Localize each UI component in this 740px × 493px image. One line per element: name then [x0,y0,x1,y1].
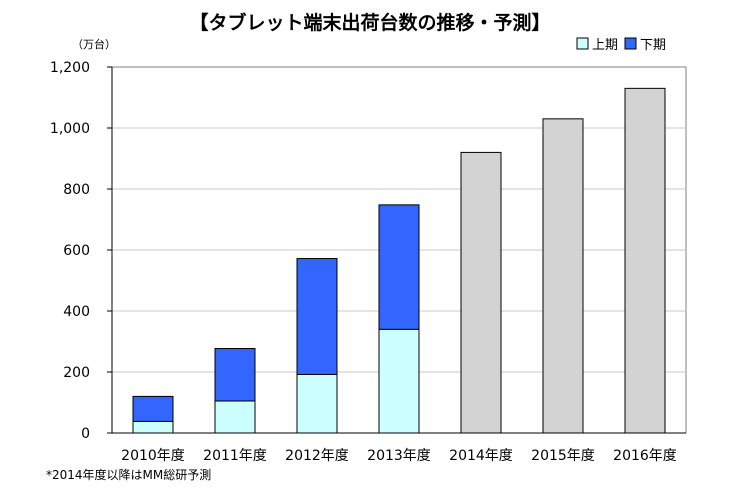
bar-second-half [296,258,338,375]
y-tick-label: 600 [63,243,90,259]
y-tick-label: 1,000 [50,121,90,137]
x-axis-labels: 2010年度 2011年度 2012年度 2013年度 2014年度 2015年度 2016… [121,448,677,464]
y-axis: 0 200 400 600 800 1,000 1,200 （万台） [50,37,686,442]
y-tick-label: 1,200 [50,60,90,76]
category-label: 2015年度 [531,448,595,464]
bar-second-half [378,204,420,330]
legend: 上期 下期 [576,37,666,53]
bar-second-half [214,348,256,402]
bar-first-half [214,400,256,434]
category-label: 2011年度 [203,448,267,464]
category-label: 2014年度 [449,448,513,464]
chart-title: 【タブレット端末出荷台数の推移・予測】 [189,12,551,34]
category-label: 2013年度 [367,448,431,464]
bars [132,87,666,434]
legend-label-first-half: 上期 [592,38,618,53]
unit-label: （万台） [72,37,116,51]
category-label: 2010年度 [121,448,185,464]
category-label: 2016年度 [613,448,677,464]
legend-swatch-second-half [624,37,637,50]
bar-forecast [624,87,666,434]
bar-first-half [378,328,420,434]
bar-second-half [132,395,174,422]
y-tick-label: 400 [63,304,90,320]
bar-first-half [132,420,174,434]
category-label: 2012年度 [285,448,349,464]
footnote: *2014年度以降はMM総研予測 [46,468,212,482]
y-tick-label: 0 [81,426,90,442]
legend-label-second-half: 下期 [640,38,666,53]
legend-swatch-first-half [576,37,589,50]
y-tick-label: 800 [63,182,90,198]
bar-forecast [542,118,584,434]
bar-forecast [460,151,502,434]
bar-first-half [296,373,338,434]
y-tick-label: 200 [63,365,90,381]
